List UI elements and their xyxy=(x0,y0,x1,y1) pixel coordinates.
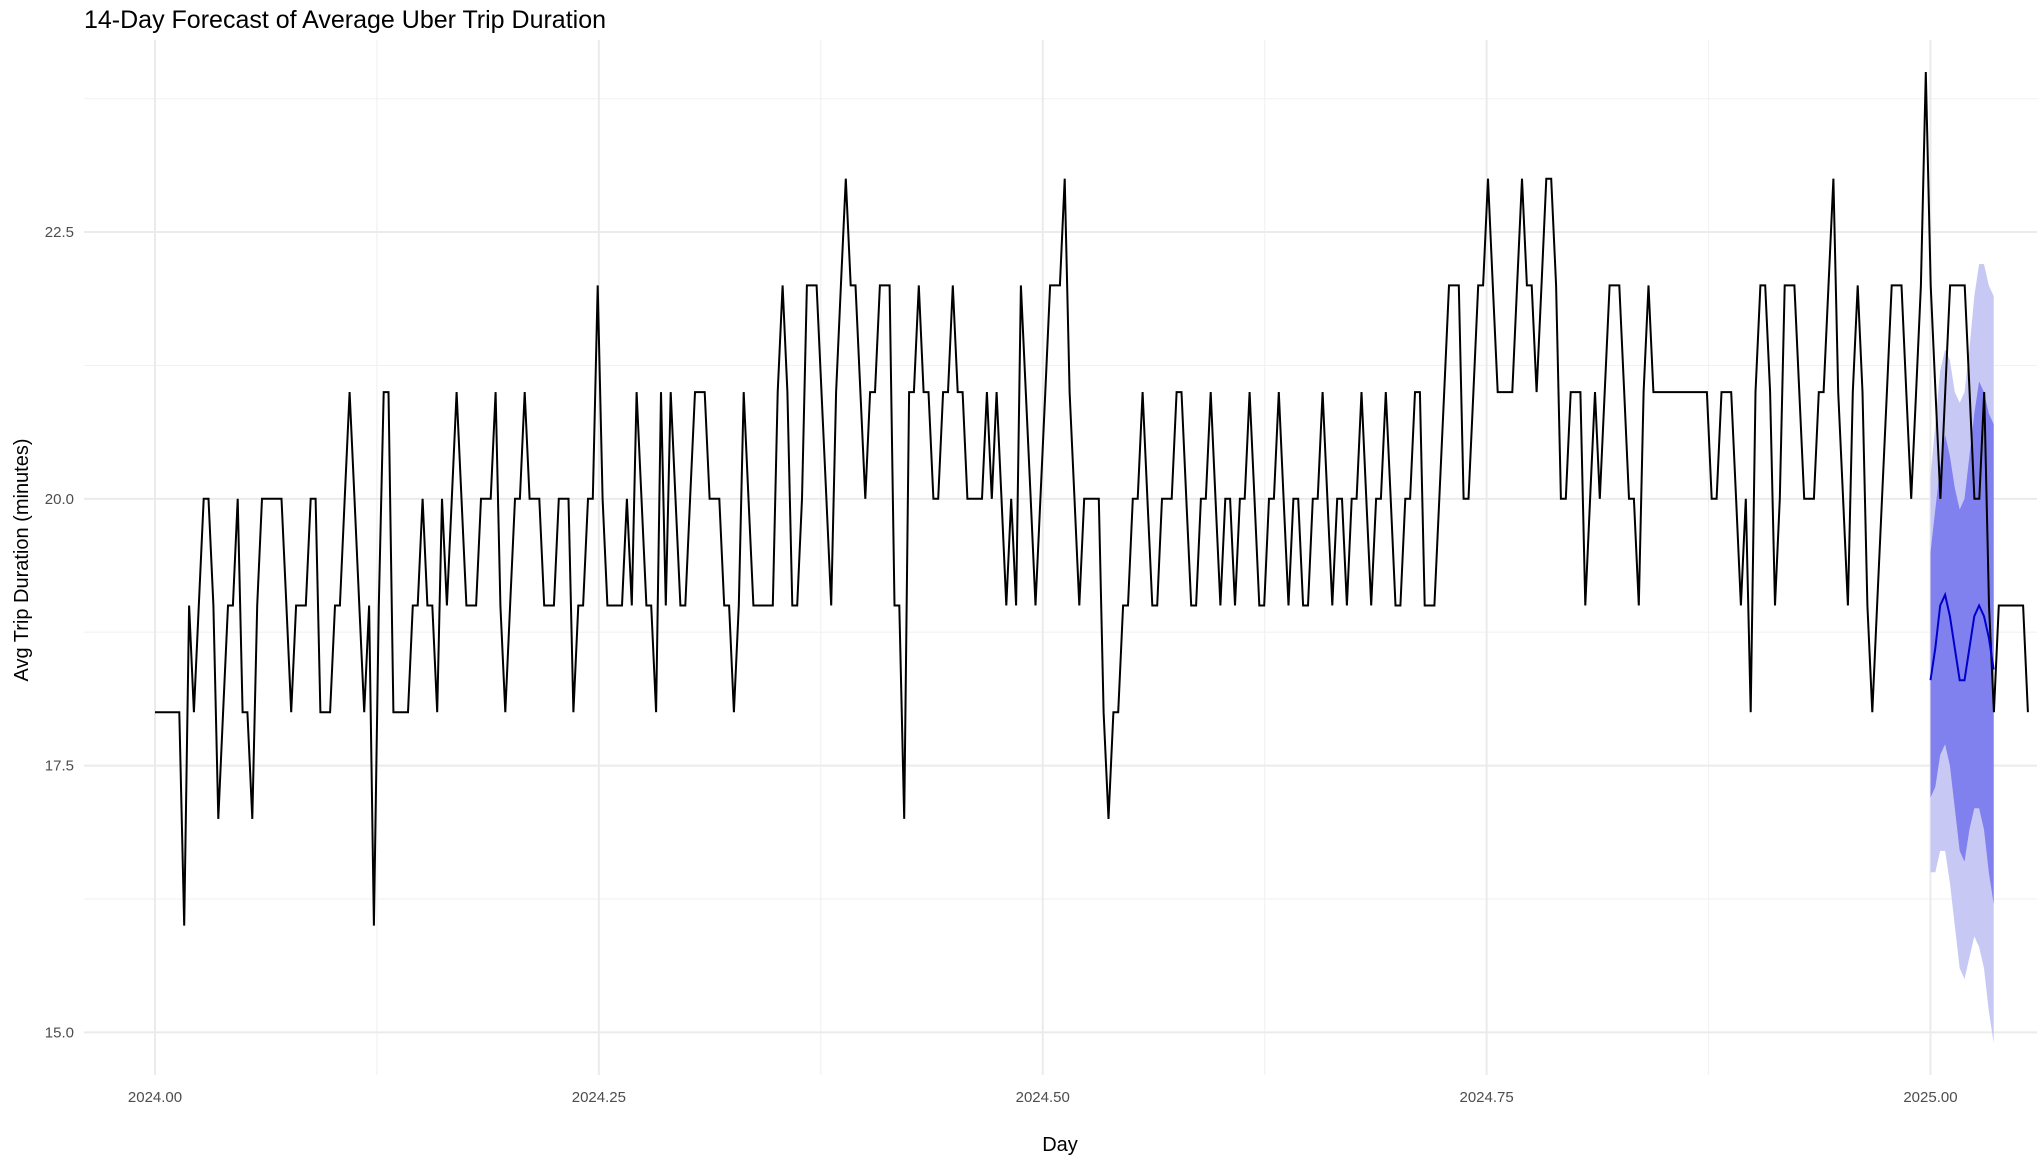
x-axis-title: Day xyxy=(1042,1134,1078,1156)
y-tick-label: 22.5 xyxy=(45,224,74,241)
grid-lines xyxy=(84,40,2037,1075)
x-tick-label: 2024.50 xyxy=(1016,1089,1070,1106)
history-line xyxy=(155,71,2029,926)
forecast-bands xyxy=(1930,264,1994,1044)
series-lines xyxy=(155,71,2029,926)
y-tick-label: 17.5 xyxy=(45,758,74,775)
y-axis-title: Avg Trip Duration (minutes) xyxy=(11,438,33,681)
tick-labels: 2024.00 2024.25 2024.50 2024.75 2025.00 15.0 1… xyxy=(45,224,1958,1106)
x-tick-label: 2024.75 xyxy=(1459,1089,1513,1106)
y-tick-label: 15.0 xyxy=(45,1024,74,1041)
forecast-80-interval xyxy=(1930,381,1994,905)
x-tick-label: 2024.00 xyxy=(128,1089,182,1106)
y-tick-label: 20.0 xyxy=(45,491,74,508)
forecast-mean-line xyxy=(1929,591,1995,682)
x-tick-label: 2024.25 xyxy=(572,1089,626,1106)
x-tick-label: 2025.00 xyxy=(1903,1089,1957,1106)
chart-title: 14-Day Forecast of Average Uber Trip Dur… xyxy=(84,6,607,34)
